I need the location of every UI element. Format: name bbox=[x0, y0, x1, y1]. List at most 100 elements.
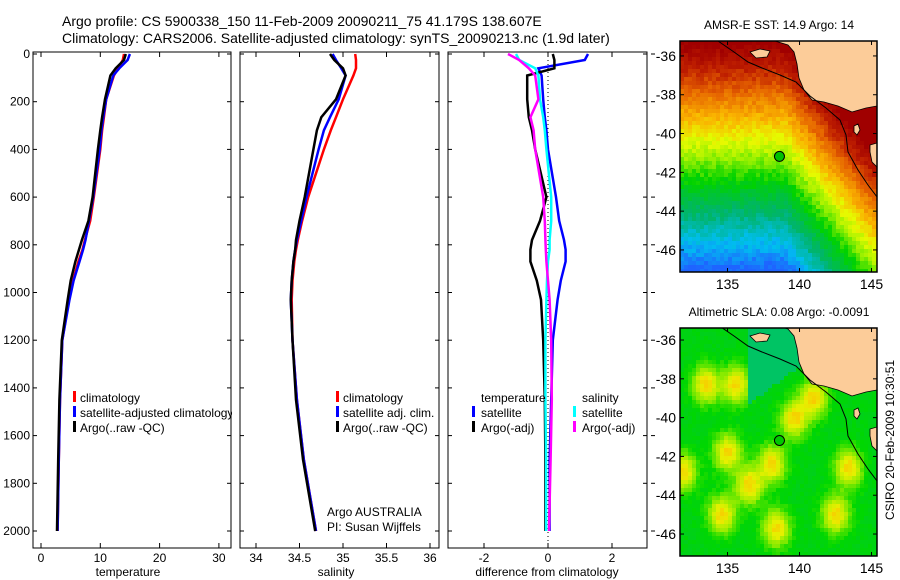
sla-cell bbox=[808, 392, 812, 396]
sst-cell bbox=[864, 205, 868, 209]
sst-cell bbox=[812, 221, 816, 225]
sst-cell bbox=[796, 141, 800, 145]
sla-cell bbox=[860, 424, 864, 428]
sst-cell bbox=[860, 137, 864, 141]
sst-cell bbox=[680, 181, 684, 185]
sla-cell bbox=[764, 428, 768, 432]
sst-cell bbox=[804, 177, 808, 181]
sla-cell bbox=[752, 428, 756, 432]
sst-cell bbox=[700, 265, 704, 269]
sst-cell bbox=[804, 121, 808, 125]
sst-cell bbox=[808, 237, 812, 241]
sst-cell bbox=[736, 45, 740, 49]
sst-cell bbox=[728, 109, 732, 113]
sla-cell bbox=[728, 460, 732, 464]
sla-cell bbox=[752, 376, 756, 380]
sst-cell bbox=[780, 125, 784, 129]
sst-cell bbox=[712, 65, 716, 69]
sla-cell bbox=[696, 396, 700, 400]
sla-cell bbox=[688, 356, 692, 360]
sla-cell bbox=[820, 472, 824, 476]
sla-cell bbox=[828, 404, 832, 408]
sst-cell bbox=[848, 165, 852, 169]
sst-cell bbox=[712, 69, 716, 73]
sst-cell bbox=[772, 269, 776, 272]
sst-cell bbox=[788, 97, 792, 101]
sla-cell bbox=[796, 396, 800, 400]
sst-cell bbox=[756, 129, 760, 133]
sla-cell bbox=[752, 332, 756, 336]
sst-cell bbox=[728, 193, 732, 197]
sst-cell bbox=[728, 269, 732, 272]
sla-cell bbox=[784, 384, 788, 388]
sst-cell bbox=[756, 217, 760, 221]
sst-cell bbox=[748, 145, 752, 149]
sst-cell bbox=[688, 193, 692, 197]
sst-cell bbox=[728, 41, 732, 45]
sst-cell bbox=[756, 209, 760, 213]
sla-cell bbox=[756, 440, 760, 444]
sla-cell bbox=[688, 336, 692, 340]
sst-cell bbox=[712, 77, 716, 81]
legend-clip bbox=[232, 390, 239, 440]
legend-swatch-climatology bbox=[73, 391, 76, 402]
sla-cell bbox=[832, 428, 836, 432]
sst-cell bbox=[744, 69, 748, 73]
sst-cell bbox=[840, 261, 844, 265]
sla-cell bbox=[684, 364, 688, 368]
sst-cell bbox=[704, 209, 708, 213]
sst-cell bbox=[804, 185, 808, 189]
sla-cell bbox=[724, 448, 728, 452]
sst-cell bbox=[700, 93, 704, 97]
sst-cell bbox=[680, 61, 684, 65]
sla-cell bbox=[700, 464, 704, 468]
sst-cell bbox=[864, 137, 868, 141]
sst-cell bbox=[708, 165, 712, 169]
sst-cell bbox=[824, 161, 828, 165]
sla-cell bbox=[780, 396, 784, 400]
sst-cell bbox=[696, 249, 700, 253]
sst-cell bbox=[788, 53, 792, 57]
sla-cell bbox=[768, 392, 772, 396]
sla-cell bbox=[764, 340, 768, 344]
sla-cell bbox=[872, 424, 876, 428]
sst-cell bbox=[848, 197, 852, 201]
sla-cell bbox=[792, 452, 796, 456]
sla-cell bbox=[732, 356, 736, 360]
sst-cell bbox=[864, 113, 868, 117]
sst-cell bbox=[704, 217, 708, 221]
salinity-panel: 34 34.5 35 35.5 36 bbox=[239, 51, 440, 565]
sst-cell bbox=[872, 109, 876, 113]
sla-cell bbox=[852, 436, 856, 440]
sst-cell bbox=[688, 129, 692, 133]
sla-cell bbox=[692, 392, 696, 396]
sst-cell bbox=[684, 129, 688, 133]
sla-cell bbox=[808, 460, 812, 464]
sla-cell bbox=[816, 420, 820, 424]
sla-cell bbox=[816, 472, 820, 476]
sla-cell bbox=[780, 336, 784, 340]
sla-cell bbox=[680, 352, 684, 356]
sla-cell bbox=[780, 468, 784, 472]
sla-cell bbox=[816, 424, 820, 428]
sla-cell bbox=[820, 400, 824, 404]
sst-cell bbox=[708, 149, 712, 153]
sst-cell bbox=[844, 237, 848, 241]
sst-cell bbox=[784, 213, 788, 217]
sla-cell bbox=[800, 468, 804, 472]
sst-cell bbox=[716, 61, 720, 65]
sst-cell bbox=[692, 261, 696, 265]
sst-cell bbox=[804, 213, 808, 217]
sst-cell bbox=[764, 89, 768, 93]
sla-cell bbox=[768, 384, 772, 388]
sla-cell bbox=[832, 444, 836, 448]
sla-cell bbox=[792, 412, 796, 416]
sla-cell bbox=[752, 400, 756, 404]
sst-cell bbox=[704, 81, 708, 85]
sst-cell bbox=[708, 61, 712, 65]
sla-cell bbox=[736, 388, 740, 392]
sst-cell bbox=[740, 257, 744, 261]
sst-cell bbox=[828, 141, 832, 145]
sla-cell bbox=[744, 468, 748, 472]
sla-cell bbox=[744, 336, 748, 340]
